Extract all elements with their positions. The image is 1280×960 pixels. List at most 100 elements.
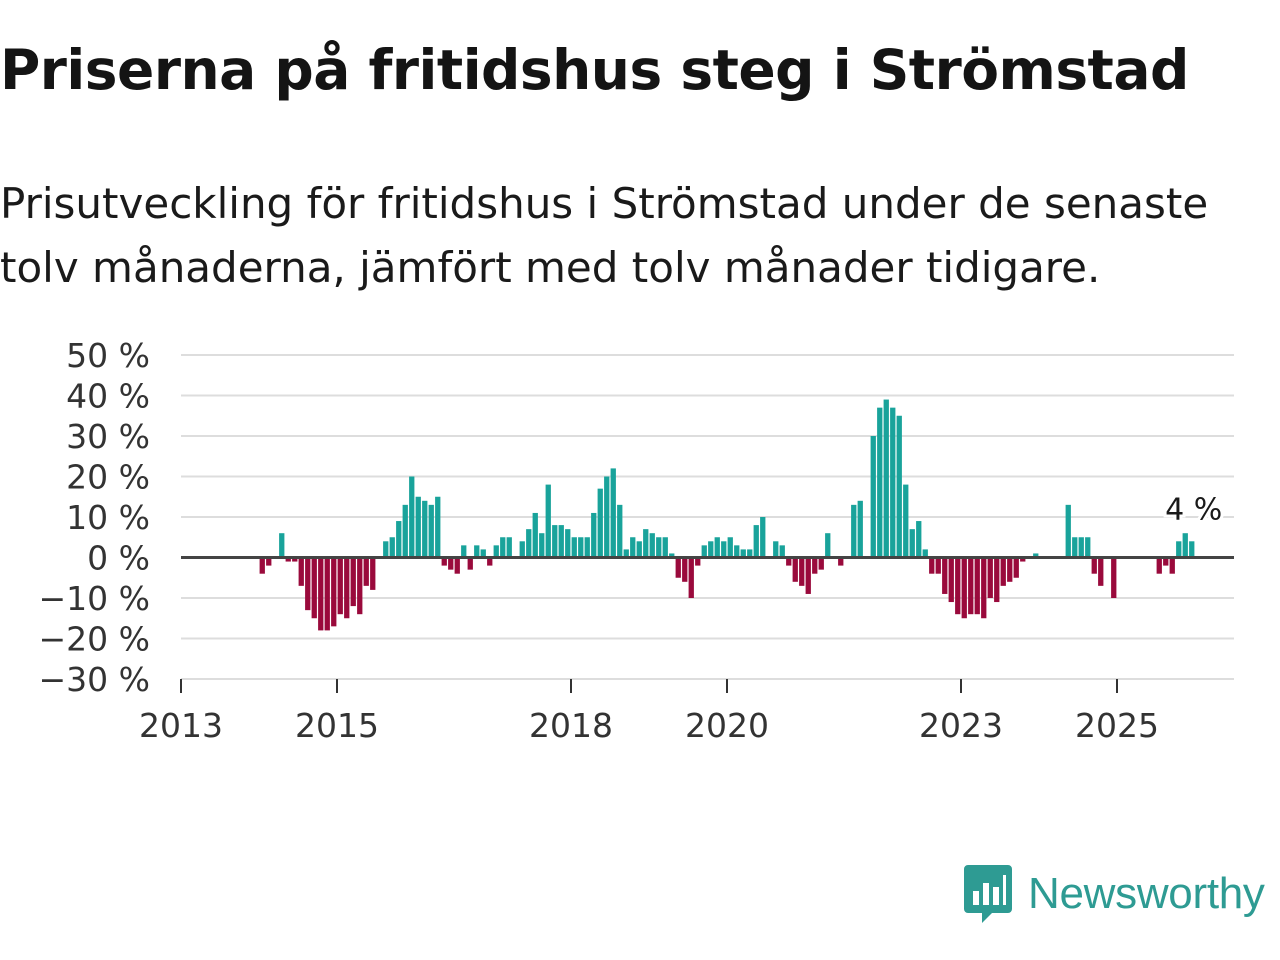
bar: [552, 525, 558, 558]
gridlines: [181, 354, 1234, 680]
bar: [448, 557, 454, 570]
chart-title: Priserna på fritidshus steg i Strömstad: [0, 38, 1189, 102]
x-tick-label: 2023: [919, 706, 1003, 745]
bar: [266, 557, 272, 566]
bar: [1176, 541, 1182, 558]
bar: [487, 557, 493, 566]
bar: [890, 407, 896, 558]
bar: [1098, 557, 1104, 586]
bar: [682, 557, 688, 582]
bar: [467, 557, 473, 570]
newsworthy-logo-icon: [964, 865, 1012, 923]
bar: [1007, 557, 1013, 582]
bar: [318, 557, 324, 631]
bar: [357, 557, 363, 615]
bar-chart: 50 %40 %30 %20 %10 %0 %−10 %−20 %−30 % 2…: [39, 336, 1234, 745]
bar: [1033, 553, 1039, 558]
bar: [838, 557, 844, 566]
bar: [968, 557, 974, 615]
bar: [1189, 541, 1195, 558]
bar: [805, 557, 811, 594]
bar: [396, 521, 402, 558]
bar: [363, 557, 369, 586]
x-tick-label: 2013: [139, 706, 223, 745]
bar: [708, 541, 714, 558]
bar: [994, 557, 1000, 603]
bar: [1078, 537, 1084, 558]
bar: [519, 541, 525, 558]
bar: [545, 484, 551, 558]
bar: [922, 549, 928, 558]
bar: [656, 537, 662, 558]
annotations: 4 %: [1162, 489, 1225, 530]
bar: [987, 557, 993, 598]
bar: [565, 529, 571, 558]
bar: [1085, 537, 1091, 558]
bar: [630, 537, 636, 558]
bar: [812, 557, 818, 574]
bar: [760, 517, 766, 558]
bar: [500, 537, 506, 558]
bar: [1065, 504, 1071, 558]
bar: [370, 557, 376, 590]
bar: [701, 545, 707, 558]
bar: [974, 557, 980, 615]
bar: [643, 529, 649, 558]
bar: [935, 557, 941, 574]
bar: [727, 537, 733, 558]
bar: [870, 436, 876, 558]
bar: [389, 537, 395, 558]
bar: [942, 557, 948, 594]
bar: [331, 557, 337, 627]
bar: [337, 557, 343, 615]
bar: [435, 496, 441, 558]
bar: [584, 537, 590, 558]
bar: [662, 537, 668, 558]
y-axis-labels: 50 %40 %30 %20 %10 %0 %−10 %−20 %−30 %: [39, 336, 151, 699]
bar: [506, 537, 512, 558]
bar: [415, 496, 421, 558]
bar: [539, 533, 545, 558]
bar: [311, 557, 317, 619]
x-tick-label: 2018: [529, 706, 613, 745]
bar: [1020, 557, 1026, 562]
bar: [747, 549, 753, 558]
bar: [617, 504, 623, 558]
bar: [688, 557, 694, 598]
bar: [474, 545, 480, 558]
newsworthy-logo: Newsworthy: [962, 862, 1265, 926]
bar: [428, 504, 434, 558]
bar: [604, 476, 610, 558]
bar: [1182, 533, 1188, 558]
bar: [532, 512, 538, 558]
last-value-label: 4 %: [1165, 492, 1222, 527]
bar: [298, 557, 304, 586]
bar: [792, 557, 798, 582]
bar: [773, 541, 779, 558]
bars: [259, 399, 1195, 631]
bar: [402, 504, 408, 558]
bar: [916, 521, 922, 558]
bar: [877, 407, 883, 558]
y-tick-label: 10 %: [66, 498, 150, 537]
bar: [669, 553, 675, 558]
bar: [825, 533, 831, 558]
y-tick-label: −30 %: [39, 660, 151, 699]
bar: [305, 557, 311, 611]
bar: [344, 557, 350, 619]
bar: [734, 545, 740, 558]
bar: [350, 557, 356, 607]
bar: [779, 545, 785, 558]
bar: [558, 525, 564, 558]
bar: [454, 557, 460, 574]
bar: [383, 541, 389, 558]
bar: [929, 557, 935, 574]
bar: [571, 537, 577, 558]
y-tick-label: 0 %: [87, 539, 150, 578]
bar: [786, 557, 792, 566]
bar: [721, 541, 727, 558]
bar: [591, 512, 597, 558]
y-tick-label: 40 %: [66, 377, 150, 416]
y-tick-label: 50 %: [66, 336, 150, 375]
bar: [851, 504, 857, 558]
